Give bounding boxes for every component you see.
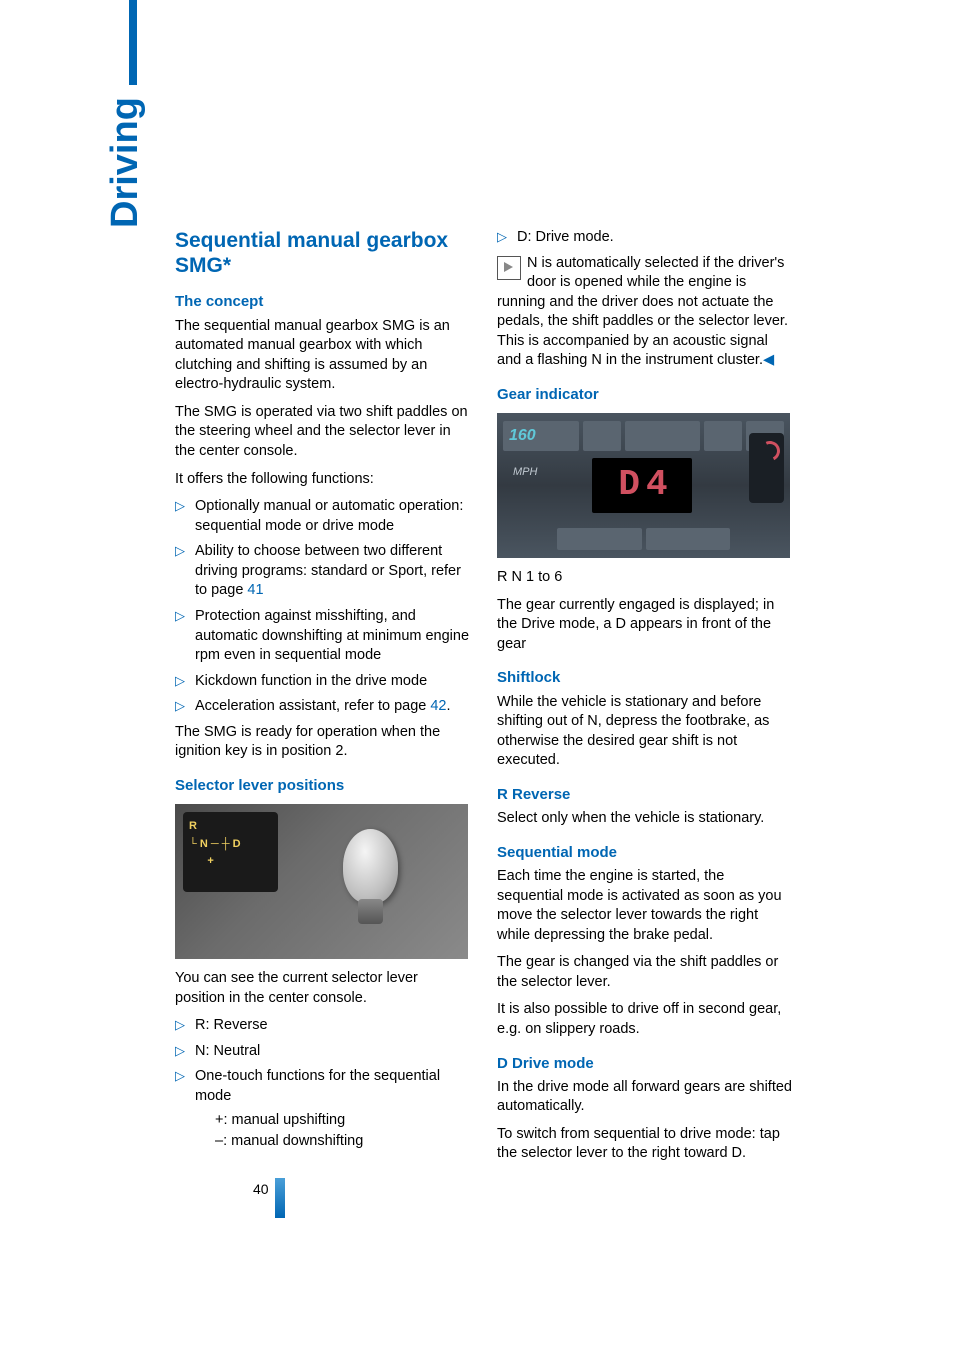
gate-plus: + <box>207 855 213 867</box>
shift-knob <box>343 829 398 904</box>
sequential-text-1: Each time the engine is started, the seq… <box>497 867 792 945</box>
list-item: Ability to choose between two different … <box>175 542 470 601</box>
concept-text-4: The SMG is ready for operation when the … <box>175 723 470 762</box>
sublist-item: +: manual upshifting <box>215 1111 470 1131</box>
list-item: D: Drive mode. <box>497 228 792 248</box>
gear-gate-panel: R └ N ─ ┼ D + <box>183 812 278 892</box>
section-tab: Driving <box>100 0 151 228</box>
concept-text-3: It offers the following functions: <box>175 470 470 490</box>
drive-text-1: In the drive mode all forward gears are … <box>497 1078 792 1117</box>
list-item: Optionally manual or automatic operation… <box>175 497 470 536</box>
gear-desc-text: The gear currently engaged is displayed;… <box>497 596 792 655</box>
heading-shiftlock: Shiftlock <box>497 668 792 688</box>
heading-selector: Selector lever positions <box>175 776 470 796</box>
page-link[interactable]: 42 <box>430 698 446 714</box>
list-item: Acceleration assistant, refer to page 42… <box>175 697 470 717</box>
list-item: One-touch functions for the sequential m… <box>175 1067 470 1151</box>
instrument-cluster-figure: 160 MPH D 4 <box>497 413 790 558</box>
cluster-gauge <box>749 433 784 503</box>
note-text: N is automatically selected if the drive… <box>497 255 788 330</box>
right-column: D: Drive mode. N is automatically select… <box>497 228 792 1172</box>
page-number: 40 <box>253 1180 269 1199</box>
concept-text-1: The sequential manual gearbox SMG is an … <box>175 317 470 395</box>
selector-lever-figure: R └ N ─ ┼ D + <box>175 804 468 959</box>
heading-sequential: Sequential mode <box>497 843 792 863</box>
end-mark-icon: ◀ <box>763 352 774 368</box>
heading-gear-indicator: Gear indicator <box>497 385 792 405</box>
sequential-text-3: It is also possible to drive off in seco… <box>497 1000 792 1039</box>
cluster-gear-mode: D <box>618 461 638 510</box>
gear-range-text: R N 1 to 6 <box>497 568 792 588</box>
note-block: N is automatically selected if the drive… <box>497 254 792 332</box>
list-item: R: Reverse <box>175 1016 470 1036</box>
d-list: D: Drive mode. <box>497 228 792 248</box>
shiftlock-text: While the vehicle is stationary and befo… <box>497 693 792 771</box>
page-title: Sequential manual gearbox SMG* <box>175 228 470 278</box>
list-item: Kickdown function in the drive mode <box>175 672 470 692</box>
cluster-gear-display: D 4 <box>592 458 692 513</box>
cluster-gear-number: 4 <box>646 461 666 510</box>
page-link[interactable]: 41 <box>247 582 263 598</box>
list-item: Protection against misshifting, and auto… <box>175 607 470 666</box>
heading-drive-mode: D Drive mode <box>497 1054 792 1074</box>
gate-n: N <box>200 838 208 850</box>
note-text-2: This is accompanied by an acoustic signa… <box>497 332 792 371</box>
left-column: Sequential manual gearbox SMG* The conce… <box>175 228 470 1158</box>
list-text: One-touch functions for the sequential m… <box>195 1068 440 1104</box>
positions-list: R: Reverse N: Neutral One-touch function… <box>175 1016 470 1151</box>
list-text: . <box>447 698 451 714</box>
gate-r: R <box>189 820 197 832</box>
drive-text-2: To switch from sequential to drive mode:… <box>497 1125 792 1164</box>
page-accent-bar <box>275 1178 285 1218</box>
cluster-speed: 160 <box>509 425 536 447</box>
sublist-item: –: manual downshifting <box>215 1132 470 1152</box>
list-item: N: Neutral <box>175 1042 470 1062</box>
reverse-text: Select only when the vehicle is stationa… <box>497 809 792 829</box>
functions-list: Optionally manual or automatic operation… <box>175 497 470 717</box>
selector-text: You can see the current selector lever p… <box>175 969 470 1008</box>
list-text: Ability to choose between two different … <box>195 543 461 598</box>
list-text: Acceleration assistant, refer to page <box>195 698 430 714</box>
gate-d: D <box>233 838 241 850</box>
concept-text-2: The SMG is operated via two shift paddle… <box>175 403 470 462</box>
heading-concept: The concept <box>175 292 470 312</box>
note-text-inner: This is accompanied by an acoustic signa… <box>497 333 768 369</box>
note-icon <box>497 256 521 280</box>
cluster-mph-label: MPH <box>513 465 537 480</box>
sequential-text-2: The gear is changed via the shift paddle… <box>497 953 792 992</box>
heading-reverse: R Reverse <box>497 785 792 805</box>
